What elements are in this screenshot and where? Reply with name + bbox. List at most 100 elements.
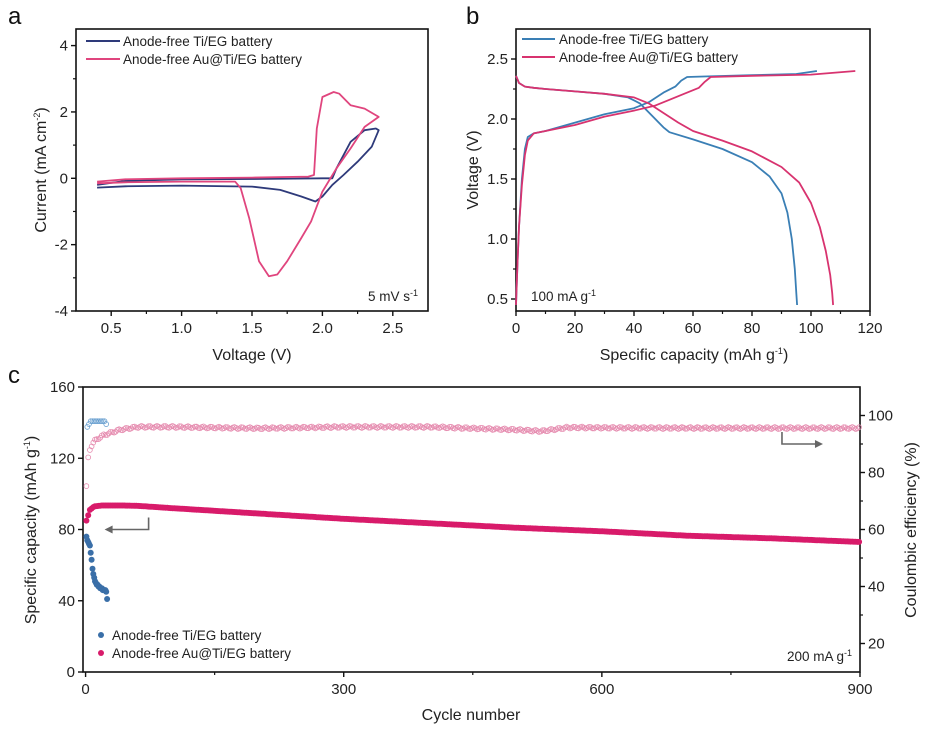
panel-b-y-tick-label: 0.5 xyxy=(487,291,508,308)
panel-c-point-au-ce xyxy=(336,424,343,431)
panel-c-y-tick-label: 40 xyxy=(58,593,75,610)
panel-b-y-tick-label: 2.5 xyxy=(487,51,508,68)
panel-c-point-ti-ce xyxy=(94,418,101,425)
panel-c-y2-tick-label: 60 xyxy=(868,522,885,539)
panel-b-x-title-sup: -1 xyxy=(775,346,783,356)
panel-c-y-axis-title: Specific capacity (mAh g-1) xyxy=(22,436,40,625)
panel-c-point-au-ce xyxy=(446,423,453,430)
panel-c-point-au-ce xyxy=(228,425,234,432)
panel-c-point-au-ce xyxy=(840,424,847,431)
panel-c-point-au-ce xyxy=(475,426,482,432)
panel-c-point-au-ce xyxy=(85,454,91,461)
panel-c-point-au-ce xyxy=(651,425,658,432)
panel-c-point-au-ce xyxy=(763,424,769,431)
panel-c-point-au-ce xyxy=(789,424,795,431)
panel-c-point-ti-ce xyxy=(84,424,91,430)
panel-c-point-au-ce xyxy=(606,425,613,432)
panel-c-point-au-ce xyxy=(221,425,227,432)
panel-c-point-au-ce xyxy=(207,423,214,430)
panel-c-point-au-ce xyxy=(367,424,374,431)
panel-c-point-ti-capacity xyxy=(104,596,111,602)
panel-c-point-au-ce xyxy=(761,425,768,432)
panel-b-x-title-main: Specific capacity (mAh g xyxy=(600,347,775,364)
panel-c-current-annotation: 200 mA g-1 xyxy=(787,648,852,664)
panel-c-point-au-ce xyxy=(809,424,816,431)
panel-c-point-au-ce xyxy=(811,424,818,431)
panel-c-annot-main: 200 mA g xyxy=(787,649,844,664)
panel-c: c 0 300 600 900 0 40 80 120 160 20 40 60 80 100 Cycle… xyxy=(8,362,920,724)
panel-c-point-au-ce xyxy=(666,425,673,432)
panel-b-x-tick-label: 80 xyxy=(744,320,761,337)
panel-a-y-title-end: ) xyxy=(33,107,50,112)
panel-a-y-tick-label: -2 xyxy=(55,237,68,254)
panel-b-series-line-0 xyxy=(515,70,818,306)
panel-c-point-au-ce xyxy=(271,424,277,431)
panel-c-point-au-ce xyxy=(104,432,110,438)
panel-c-legend-marker-au xyxy=(98,650,104,656)
panel-b-legend: Anode-free Ti/EG battery Anode-free Au@T… xyxy=(522,32,738,65)
panel-a: a 0.5 1.0 1.5 2.0 2.5 -4 -2 0 2 4 Voltage (V) Cur… xyxy=(8,3,429,364)
panel-c-point-au-ce xyxy=(90,439,97,446)
panel-c-point-au-ce xyxy=(543,428,549,435)
panel-c-y2-axis-title: Coulombic efficiency (%) xyxy=(903,442,920,618)
panel-c-point-ti-capacity xyxy=(89,565,96,572)
panel-c-point-au-ce xyxy=(460,425,467,432)
panel-b-current-annotation: 100 mA g-1 xyxy=(531,288,596,304)
panel-b-x-tick-label: 60 xyxy=(685,320,702,337)
panel-c-point-au-ce xyxy=(854,425,861,432)
panel-a-y-axis-title: Current (mA cm-2) xyxy=(32,107,50,232)
panel-a-x-tick-label: 1.0 xyxy=(171,320,192,337)
panel-c-point-au-ce xyxy=(649,424,656,431)
panel-c-point-au-ce xyxy=(630,425,637,431)
panel-b-x-tick-label: 40 xyxy=(626,320,643,337)
panel-b-plot-area: 0 20 40 60 80 100 120 0.5 1.0 1.5 2.0 2.5 xyxy=(487,28,883,337)
panel-c-point-au-ce xyxy=(680,424,687,431)
panel-c-point-au-ce xyxy=(539,427,546,434)
panel-c-point-au-ce xyxy=(83,483,90,489)
panel-c-point-au-ce xyxy=(856,424,862,431)
panel-c-point-au-ce xyxy=(410,423,417,430)
panel-c-point-au-ce xyxy=(491,426,498,433)
panel-a-x-tick-label: 0.5 xyxy=(101,320,122,337)
panel-b: b 0 20 40 60 80 100 120 0.5 1.0 1.5 2.0 2.5 Specifi… xyxy=(465,3,883,364)
panel-c-y2-tick-label: 20 xyxy=(868,636,885,653)
panel-c-point-au-ce xyxy=(319,425,326,431)
panel-c-point-au-ce xyxy=(352,424,358,431)
panel-c-point-au-ce xyxy=(605,425,611,432)
panel-c-point-ti-ce xyxy=(87,418,94,425)
panel-c-point-au-ce xyxy=(589,425,596,432)
panel-c-point-au-ce xyxy=(252,425,258,432)
panel-c-point-au-ce xyxy=(95,436,102,443)
panel-c-point-au-ce xyxy=(746,425,752,432)
panel-a-series-line-0 xyxy=(96,127,380,203)
panel-b-x-tick-label: 100 xyxy=(798,320,823,337)
panel-c-x-tick-label: 300 xyxy=(331,681,356,698)
panel-a-y-title-main: Current (mA cm xyxy=(33,121,50,233)
panel-a-legend-label-ti: Anode-free Ti/EG battery xyxy=(123,34,273,49)
panel-b-x-title-end: ) xyxy=(783,347,788,364)
panel-c-point-au-ce xyxy=(794,424,800,431)
panel-b-annot-main: 100 mA g xyxy=(531,289,588,304)
panel-c-y-title-main: Specific capacity (mAh g xyxy=(23,449,40,624)
panel-c-arrow-right-axis xyxy=(781,432,817,445)
panel-c-point-ti-ce xyxy=(100,418,106,425)
panel-c-point-au-ce xyxy=(176,423,183,430)
panel-a-x-tick-label: 2.5 xyxy=(382,320,403,337)
panel-c-point-au-ce xyxy=(106,430,112,437)
panel-c-point-au-ce xyxy=(317,423,324,430)
panel-a-annot-main: 5 mV s xyxy=(368,289,410,304)
panel-c-point-au-ce xyxy=(147,423,153,429)
panel-c-point-au-ce xyxy=(682,425,689,432)
panel-c-point-au-ce xyxy=(381,424,388,431)
panel-b-series-line-3 xyxy=(515,75,834,306)
panel-c-label: c xyxy=(8,362,20,389)
panel-c-point-ti-capacity xyxy=(103,588,110,595)
panel-c-legend-label-au: Anode-free Au@Ti/EG battery xyxy=(112,646,291,661)
panel-c-point-au-ce xyxy=(716,424,723,431)
panel-c-point-au-ce xyxy=(591,425,597,432)
panel-c-point-au-ce xyxy=(87,447,93,453)
panel-c-point-ti-ce xyxy=(103,421,109,427)
panel-c-point-ti-ce xyxy=(101,418,108,425)
panel-c-point-au-ce xyxy=(334,424,341,431)
panel-a-y-tick-label: 2 xyxy=(60,104,68,121)
